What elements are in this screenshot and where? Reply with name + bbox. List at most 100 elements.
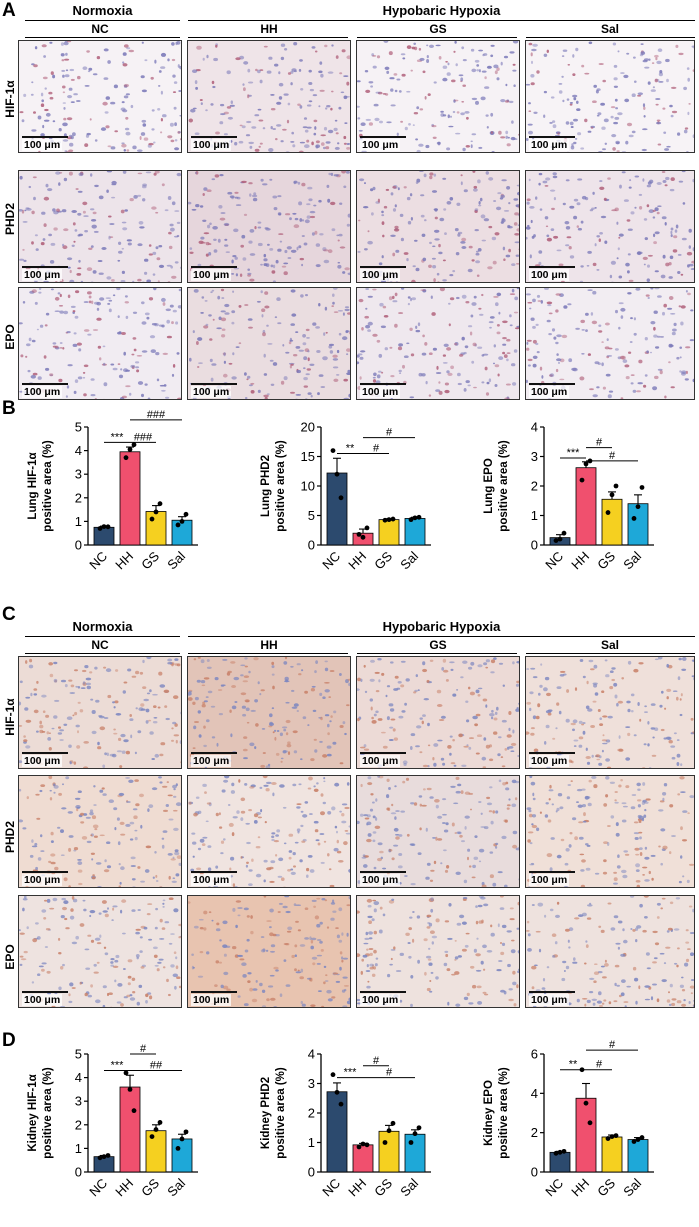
scale-bar: [360, 871, 406, 873]
x-tick-label: GS: [371, 1175, 395, 1199]
micrograph-a-phd2-nc: 100 μm: [18, 170, 182, 283]
data-point: [157, 1120, 163, 1125]
significance-label: #: [596, 437, 603, 449]
data-point: [382, 517, 388, 523]
data-point: [639, 1135, 645, 1140]
data-point: [175, 1146, 181, 1151]
data-point: [105, 1153, 111, 1158]
significance-label: #: [609, 1039, 616, 1051]
panel-letter-a: A: [2, 0, 16, 21]
x-tick-label: HH: [568, 1176, 592, 1200]
x-tick-label: Sal: [620, 1175, 644, 1199]
x-tick-label: GS: [138, 548, 162, 572]
micrograph-a-hif1-nc: 100 μm: [18, 40, 182, 153]
y-tick-label: 5: [75, 420, 82, 435]
y-tick-label: 0: [75, 538, 82, 553]
scale-bar: [360, 383, 406, 385]
y-tick-label: 2: [75, 1117, 82, 1132]
data-point: [105, 524, 111, 530]
data-point: [605, 1136, 611, 1141]
group-line-hypoxia-a: [188, 20, 695, 21]
data-point: [553, 538, 559, 543]
x-tick-label: GS: [371, 548, 395, 572]
data-point: [583, 1100, 589, 1106]
data-point: [123, 1070, 129, 1076]
y-tick-label: 2: [75, 490, 82, 505]
bar-hh: [575, 467, 597, 546]
group-line-normoxia-c: [25, 636, 180, 637]
scale-label: 100 μm: [529, 994, 570, 1006]
micrograph-a-phd2-hh: 100 μm: [187, 170, 351, 283]
data-point: [613, 483, 619, 489]
x-tick-label: NC: [86, 1176, 110, 1200]
bar-sal: [627, 1139, 649, 1173]
scale-label: 100 μm: [191, 874, 232, 886]
bar-gs: [601, 498, 623, 546]
significance-label: **: [569, 1059, 578, 1071]
x-tick-label: GS: [594, 1175, 618, 1199]
scale-label: 100 μm: [191, 755, 232, 767]
data-point: [553, 1150, 559, 1156]
micrograph-c-phd2-gs: 100 μm: [356, 775, 520, 888]
data-point: [157, 501, 163, 507]
chart-kidney-epo: 0 2 4 6 Kidney EPO positive area (%) NC HH GS Sal…: [483, 1039, 654, 1200]
significance-label: #: [386, 1067, 393, 1079]
data-point: [561, 1148, 567, 1154]
scale-label: 100 μm: [191, 139, 232, 151]
bar-sal: [171, 519, 193, 546]
y-tick-label: 15: [301, 449, 315, 464]
data-point: [127, 447, 133, 452]
scale-bar: [22, 871, 68, 873]
data-point: [179, 1136, 185, 1142]
data-point: [364, 525, 370, 531]
y-tick-label: 0: [308, 538, 315, 553]
x-tick-label: HH: [112, 1176, 136, 1200]
significance-label: **: [346, 443, 355, 455]
scale-bar: [529, 752, 575, 754]
col-label-sal-a: Sal: [600, 22, 619, 36]
data-point: [101, 524, 107, 529]
scale-bar: [191, 136, 237, 138]
y-tick-label: 2: [308, 1106, 315, 1121]
y-tick-label: 10: [301, 479, 315, 494]
y-axis-label: Kidney HIF-1α: [27, 1074, 39, 1151]
micrograph-a-epo-gs: 100 μm: [356, 287, 520, 400]
scale-label: 100 μm: [529, 755, 570, 767]
scale-label: 100 μm: [191, 994, 232, 1006]
scale-bar: [22, 266, 68, 268]
group-hypoxia-c: Hypobaric Hypoxia: [382, 619, 501, 634]
y-tick-label: 1: [531, 508, 538, 523]
significance-label: ##: [150, 1060, 163, 1072]
data-point: [609, 1134, 615, 1139]
group-normoxia-a: Normoxia: [72, 3, 133, 18]
data-point: [153, 509, 159, 515]
scale-label: 100 μm: [22, 755, 63, 767]
micrograph-c-epo-sal: 100 μm: [525, 895, 695, 1008]
micrograph-a-epo-sal: 100 μm: [525, 287, 695, 400]
data-point: [579, 477, 585, 483]
data-point: [412, 1131, 418, 1137]
data-point: [635, 1137, 641, 1142]
y-axis-label: positive area (%): [275, 1067, 287, 1159]
y-axis-label: Kidney PHD2: [260, 1077, 272, 1149]
scale-label: 100 μm: [529, 874, 570, 886]
y-axis-label: Lung PHD2: [260, 455, 272, 517]
chart-kidney-phd2: 0 1 2 3 4 Kidney PHD2 positive area (%) NC HH GS S…: [260, 1047, 431, 1199]
y-tick-label: 5: [75, 1047, 82, 1062]
significance-label: ***: [344, 1067, 358, 1079]
micrograph-a-epo-hh: 100 μm: [187, 287, 351, 400]
col-line-gs-a: [357, 37, 517, 38]
x-tick-label: Sal: [397, 548, 421, 572]
significance-label: ***: [111, 431, 125, 443]
data-point: [635, 504, 641, 510]
data-point: [605, 510, 611, 515]
micrograph-c-epo-gs: 100 μm: [356, 895, 520, 1008]
bar-gs: [145, 511, 167, 546]
scale-bar: [191, 266, 237, 268]
data-point: [557, 536, 563, 542]
y-axis-label: Lung HIF-1α: [27, 452, 39, 519]
bar-sal: [171, 1138, 193, 1173]
scale-label: 100 μm: [360, 874, 401, 886]
scale-label: 100 μm: [529, 269, 570, 281]
data-point: [386, 517, 392, 523]
